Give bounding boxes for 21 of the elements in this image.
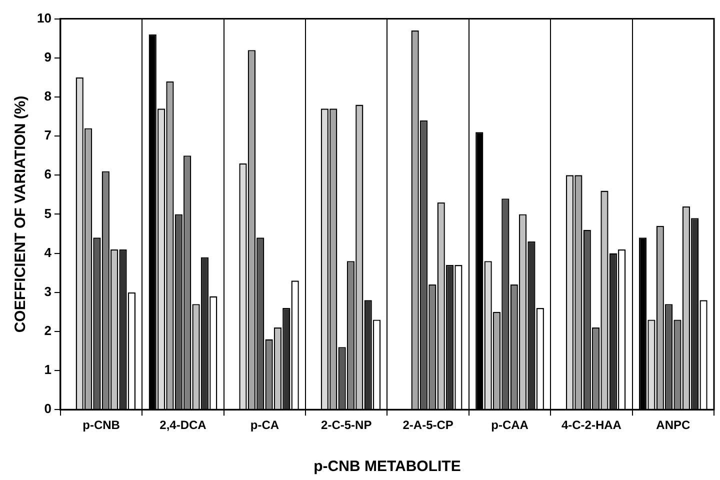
y-tick-label: 3 (44, 284, 52, 299)
x-tick-label: 2-C-5-NP (321, 418, 372, 432)
x-tick-label: 2-A-5-CP (402, 418, 454, 432)
x-tick-label: 4-C-2-HAA (561, 418, 622, 432)
y-tick-label: 2 (44, 323, 52, 338)
x-tick-label: ANPC (656, 418, 690, 432)
x-axis-title: p-CNB METABOLITE (314, 458, 461, 476)
y-tick-label: 9 (44, 49, 52, 64)
x-tick-label: p-CA (250, 418, 280, 432)
y-tick-label: 4 (44, 244, 52, 260)
y-axis-title: COEFFICIENT OF VARIATION (%) (12, 96, 30, 333)
x-tick-label: p-CAA (491, 418, 529, 432)
x-tick-label: 2,4-DCA (160, 418, 207, 432)
y-tick-label: 5 (44, 206, 52, 221)
x-tick-label: p-CNB (82, 418, 120, 432)
y-tick-label: 1 (44, 362, 52, 378)
y-tick-label: 7 (44, 128, 52, 143)
y-tick-label: 10 (36, 10, 52, 26)
y-tick-label: 6 (44, 166, 52, 182)
y-tick-label: 0 (44, 401, 52, 416)
y-tick-label: 8 (44, 88, 52, 104)
